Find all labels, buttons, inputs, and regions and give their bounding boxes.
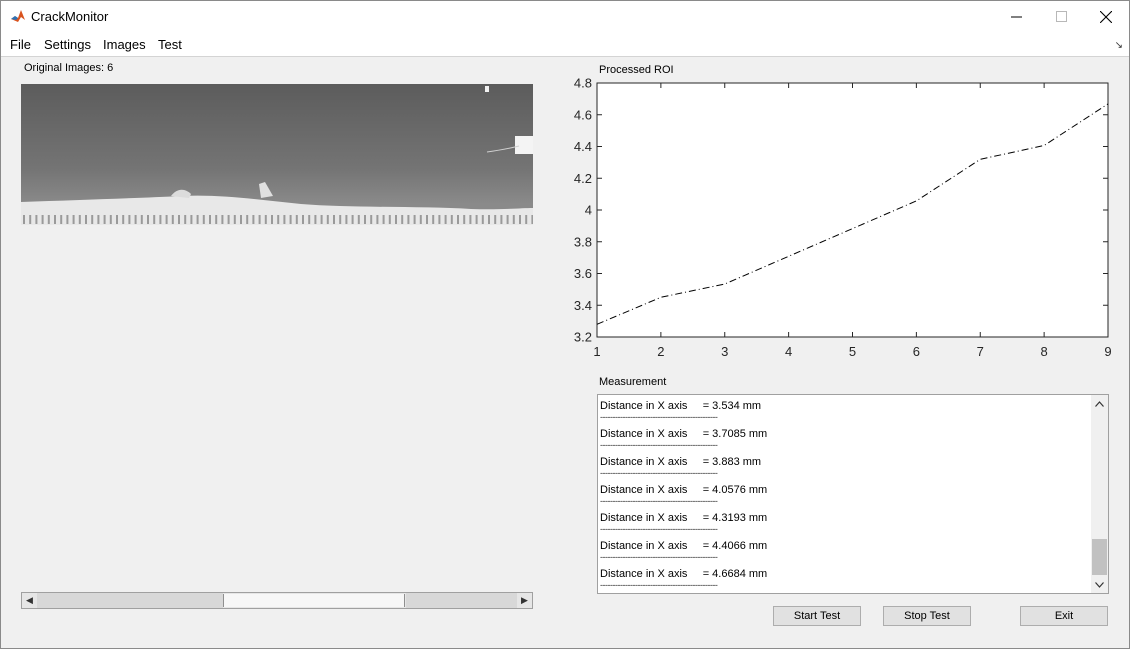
series-line	[596, 103, 1109, 325]
x-tick-label: 2	[657, 344, 664, 359]
measurement-text: Distance in X axis = 4.6684 mm	[600, 568, 768, 580]
image-horizontal-scrollbar[interactable]: ◀ ▶	[21, 592, 533, 609]
x-tick-label: 9	[1104, 344, 1111, 359]
y-tick-label: 4	[585, 203, 592, 218]
scroll-track-left[interactable]	[37, 593, 223, 608]
y-tick-label: 4.8	[574, 76, 592, 91]
measurement-text: Distance in X axis = 3.883 mm	[600, 456, 762, 468]
start-test-button[interactable]: Start Test	[773, 606, 861, 626]
window-title: CrackMonitor	[31, 9, 109, 24]
menu-settings[interactable]: Settings	[44, 37, 91, 52]
y-tick-label: 4.6	[574, 107, 592, 122]
menu-images[interactable]: Images	[103, 37, 146, 52]
x-tick-label: 6	[913, 344, 920, 359]
measurement-separator: ----------------------------------------…	[600, 580, 718, 590]
scroll-down-arrow-icon[interactable]	[1091, 576, 1108, 593]
measurement-text: Distance in X axis = 4.3193 mm	[600, 512, 768, 524]
measurement-text: Distance in X axis = 4.0576 mm	[600, 484, 768, 496]
measurement-vertical-scrollbar[interactable]	[1091, 395, 1108, 593]
crack-specimen-image	[21, 84, 533, 225]
y-tick-label: 3.6	[574, 266, 592, 281]
y-tick-label: 3.8	[574, 234, 592, 249]
processed-roi-label: Processed ROI	[599, 64, 674, 76]
minimize-button[interactable]	[993, 1, 1039, 32]
measurement-listbox[interactable]: Distance in X axis = 3.534 mm -----------…	[597, 394, 1109, 594]
measurement-row[interactable]: Distance in X axis = 3.534 mm -----------…	[599, 398, 1091, 426]
x-tick-label: 4	[785, 344, 792, 359]
menu-bar: File Settings Images Test ↘	[1, 32, 1129, 57]
measurement-separator: ----------------------------------------…	[600, 552, 718, 562]
maximize-button[interactable]	[1038, 1, 1084, 32]
original-images-label: Original Images: 6	[24, 62, 114, 74]
matlab-icon	[10, 8, 26, 24]
measurement-row[interactable]: Distance in X axis = 4.3193 mm ----------…	[599, 510, 1091, 538]
scroll-thumb[interactable]	[1092, 539, 1107, 575]
close-button[interactable]	[1083, 1, 1129, 32]
measurement-row[interactable]: Distance in X axis = 3.883 mm -----------…	[599, 454, 1091, 482]
measurement-row[interactable]: Distance in X axis = 3.7085 mm ----------…	[599, 426, 1091, 454]
toolbar-toggle-icon[interactable]: ↘	[1114, 40, 1123, 51]
x-tick-label: 5	[849, 344, 856, 359]
x-tick-label: 3	[721, 344, 728, 359]
menu-file[interactable]: File	[10, 37, 31, 52]
measurement-row[interactable]: Distance in X axis = 4.0576 mm ----------…	[599, 482, 1091, 510]
y-tick-label: 4.2	[574, 171, 592, 186]
exit-button[interactable]: Exit	[1020, 606, 1108, 626]
measurement-label: Measurement	[599, 376, 667, 388]
measurement-separator: ----------------------------------------…	[600, 468, 718, 478]
scroll-up-arrow-icon[interactable]	[1091, 395, 1108, 412]
scroll-thumb[interactable]	[223, 594, 405, 607]
x-tick-label: 8	[1041, 344, 1048, 359]
scroll-left-arrow-icon[interactable]: ◀	[26, 595, 33, 605]
stop-test-button[interactable]: Stop Test	[883, 606, 971, 626]
measurement-separator: ----------------------------------------…	[600, 496, 718, 506]
measurement-text: Distance in X axis = 3.534 mm	[600, 400, 762, 412]
menu-test[interactable]: Test	[158, 37, 182, 52]
original-image-view	[21, 84, 533, 225]
measurement-text: Distance in X axis = 4.4066 mm	[600, 540, 768, 552]
measurement-text: Distance in X axis = 3.7085 mm	[600, 428, 768, 440]
processed-roi-chart: 3.2 3.4 3.6 3.8 4 4.2 4.4 4.6 4.8 1 2 3 4 5 6 7 8 9	[568, 75, 1118, 365]
maximize-icon	[1055, 11, 1067, 22]
measurement-row[interactable]: Distance in X axis = 4.6684 mm ----------…	[599, 566, 1091, 593]
measurement-separator: ----------------------------------------…	[600, 412, 718, 422]
y-tick-label: 3.2	[574, 330, 592, 345]
x-tick-label: 1	[593, 344, 600, 359]
x-tick-label: 7	[977, 344, 984, 359]
measurement-separator: ----------------------------------------…	[600, 524, 718, 534]
roi-line-plot: 3.2 3.4 3.6 3.8 4 4.2 4.4 4.6 4.8 1 2 3 4 5 6 7 8 9	[574, 76, 1112, 360]
scroll-right-arrow-icon[interactable]: ▶	[521, 595, 528, 605]
title-bar[interactable]: CrackMonitor	[1, 1, 1129, 32]
plot-area	[596, 82, 1109, 338]
y-tick-label: 3.4	[574, 298, 592, 313]
measurement-row[interactable]: Distance in X axis = 4.4066 mm ----------…	[599, 538, 1091, 566]
close-icon	[1100, 10, 1112, 23]
measurement-separator: ----------------------------------------…	[600, 440, 718, 450]
measurement-rows: Distance in X axis = 3.534 mm -----------…	[599, 398, 1091, 593]
minimize-icon	[1010, 16, 1022, 18]
scroll-track-right[interactable]	[406, 593, 517, 608]
y-tick-label: 4.4	[574, 139, 592, 154]
